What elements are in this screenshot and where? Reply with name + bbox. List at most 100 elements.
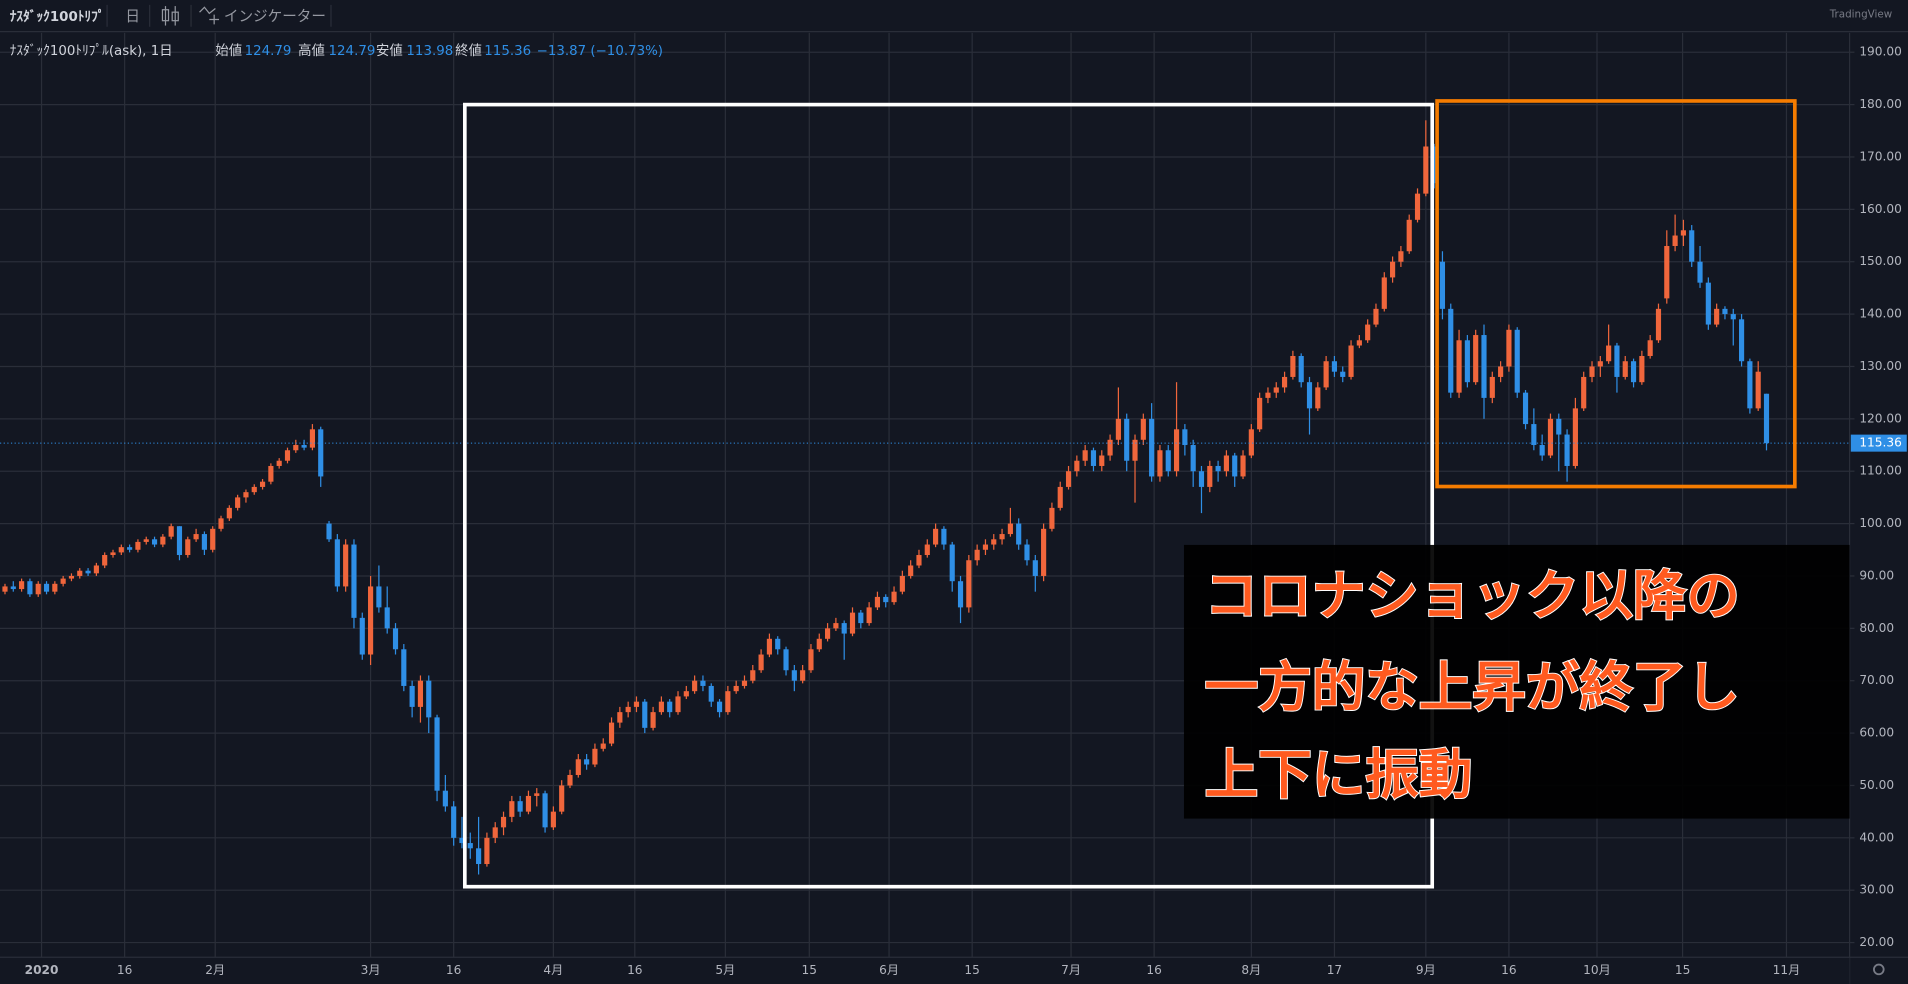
candle-body	[1041, 528, 1047, 576]
candle-body	[841, 623, 847, 634]
candle-body	[1273, 387, 1279, 393]
candle-body	[1223, 455, 1229, 472]
candle-body	[1697, 261, 1703, 283]
candle-body	[10, 586, 16, 590]
candle-body	[899, 575, 905, 592]
candle-body	[525, 795, 532, 812]
candle-body	[1747, 361, 1753, 409]
candle-body	[118, 547, 124, 553]
candle-body	[1539, 445, 1545, 456]
candle-body	[1282, 376, 1288, 388]
candle-body	[1298, 355, 1304, 383]
legend-title: ﾅｽﾀﾞｯｸ100ﾄﾘﾌﾟﾙ(ask), 1日	[10, 43, 173, 59]
candle-body	[1655, 308, 1662, 341]
candle-body	[442, 790, 448, 807]
y-tick-label: 60.00	[1859, 726, 1894, 740]
candle-body	[617, 712, 623, 723]
x-tick-label: 16	[1501, 963, 1516, 977]
candle-body	[1065, 471, 1072, 487]
highlight-box	[1435, 99, 1797, 489]
chart-type-button[interactable]	[161, 6, 179, 26]
candle-body	[193, 534, 199, 540]
candle-body	[1248, 429, 1254, 456]
candle-body	[816, 638, 822, 650]
candle-body	[1124, 418, 1130, 461]
candle-body	[326, 523, 332, 540]
candle-body	[1439, 261, 1446, 309]
candle-body	[1398, 251, 1404, 262]
candle-body	[343, 544, 349, 587]
candle-body	[1406, 219, 1412, 252]
candle-body	[434, 717, 440, 791]
x-tick-label: 16	[117, 963, 132, 977]
candle-body	[1265, 392, 1271, 398]
x-tick-label: 3月	[361, 963, 381, 977]
x-tick-label: 17	[1327, 963, 1342, 977]
interval[interactable]: 日	[125, 8, 140, 25]
candle-body	[700, 680, 706, 686]
candle-body	[1464, 340, 1470, 383]
indicators-button[interactable]: インジケーター	[224, 8, 326, 25]
candle-body	[1390, 261, 1396, 278]
candle-body	[858, 612, 864, 624]
candle-body	[243, 492, 249, 498]
candle-body	[1132, 439, 1138, 461]
candle-body	[168, 526, 174, 537]
candle-body	[276, 460, 282, 466]
candle-body	[1315, 387, 1321, 409]
candle-body	[1024, 544, 1030, 561]
candle-body	[1522, 392, 1529, 425]
candle-body	[1556, 418, 1562, 435]
symbol[interactable]: ﾅｽﾀﾞｯｸ100ﾄﾘﾌﾟ	[10, 8, 105, 25]
candle-body	[1107, 439, 1113, 456]
y-tick-label: 50.00	[1859, 778, 1894, 792]
candle-body	[1340, 371, 1346, 377]
candle-body	[459, 837, 465, 844]
annotation-text: コロナショック以降の	[1205, 564, 1740, 627]
candle-body	[1572, 408, 1578, 466]
candle-body	[1240, 455, 1246, 477]
candle-body	[683, 691, 689, 697]
candle-body	[334, 539, 340, 587]
indicator-icon[interactable]	[199, 6, 220, 25]
x-tick-label: 16	[1146, 963, 1161, 977]
candle-body	[1099, 455, 1105, 466]
candle-body	[1481, 335, 1487, 398]
candle-body	[151, 539, 158, 545]
candle-body	[1705, 282, 1711, 325]
candle-body	[1140, 418, 1146, 440]
candle-body	[1165, 450, 1171, 472]
candle-body	[1198, 471, 1205, 487]
candle-body	[675, 696, 681, 713]
candle-body	[1007, 523, 1013, 535]
x-tick-label: 10月	[1583, 963, 1611, 977]
candle-body	[991, 539, 997, 545]
candle-body	[575, 759, 581, 775]
candle-body	[866, 607, 872, 624]
candle-body	[1323, 361, 1329, 388]
candle-body	[833, 623, 839, 629]
x-tick-label: 16	[627, 963, 642, 977]
candle-body	[608, 722, 615, 744]
y-tick-label: 170.00	[1859, 149, 1902, 163]
candle-body	[35, 583, 41, 595]
legend-label: 始値	[215, 43, 242, 59]
candle-body	[301, 445, 307, 448]
candle-body	[1755, 371, 1761, 409]
candle-body	[417, 680, 424, 707]
candle-body	[966, 560, 972, 608]
settings-button[interactable]	[1873, 963, 1885, 976]
candle-body	[692, 680, 698, 692]
legend-value: 124.79	[329, 44, 376, 59]
candle-body	[500, 816, 507, 828]
candle-body	[1680, 230, 1686, 236]
candle-body	[550, 811, 556, 828]
x-tick-label: 8月	[1241, 963, 1261, 977]
candle-body	[725, 691, 731, 713]
candle-body	[492, 827, 498, 838]
candle-body	[1173, 429, 1180, 472]
candle-body	[1373, 308, 1379, 325]
